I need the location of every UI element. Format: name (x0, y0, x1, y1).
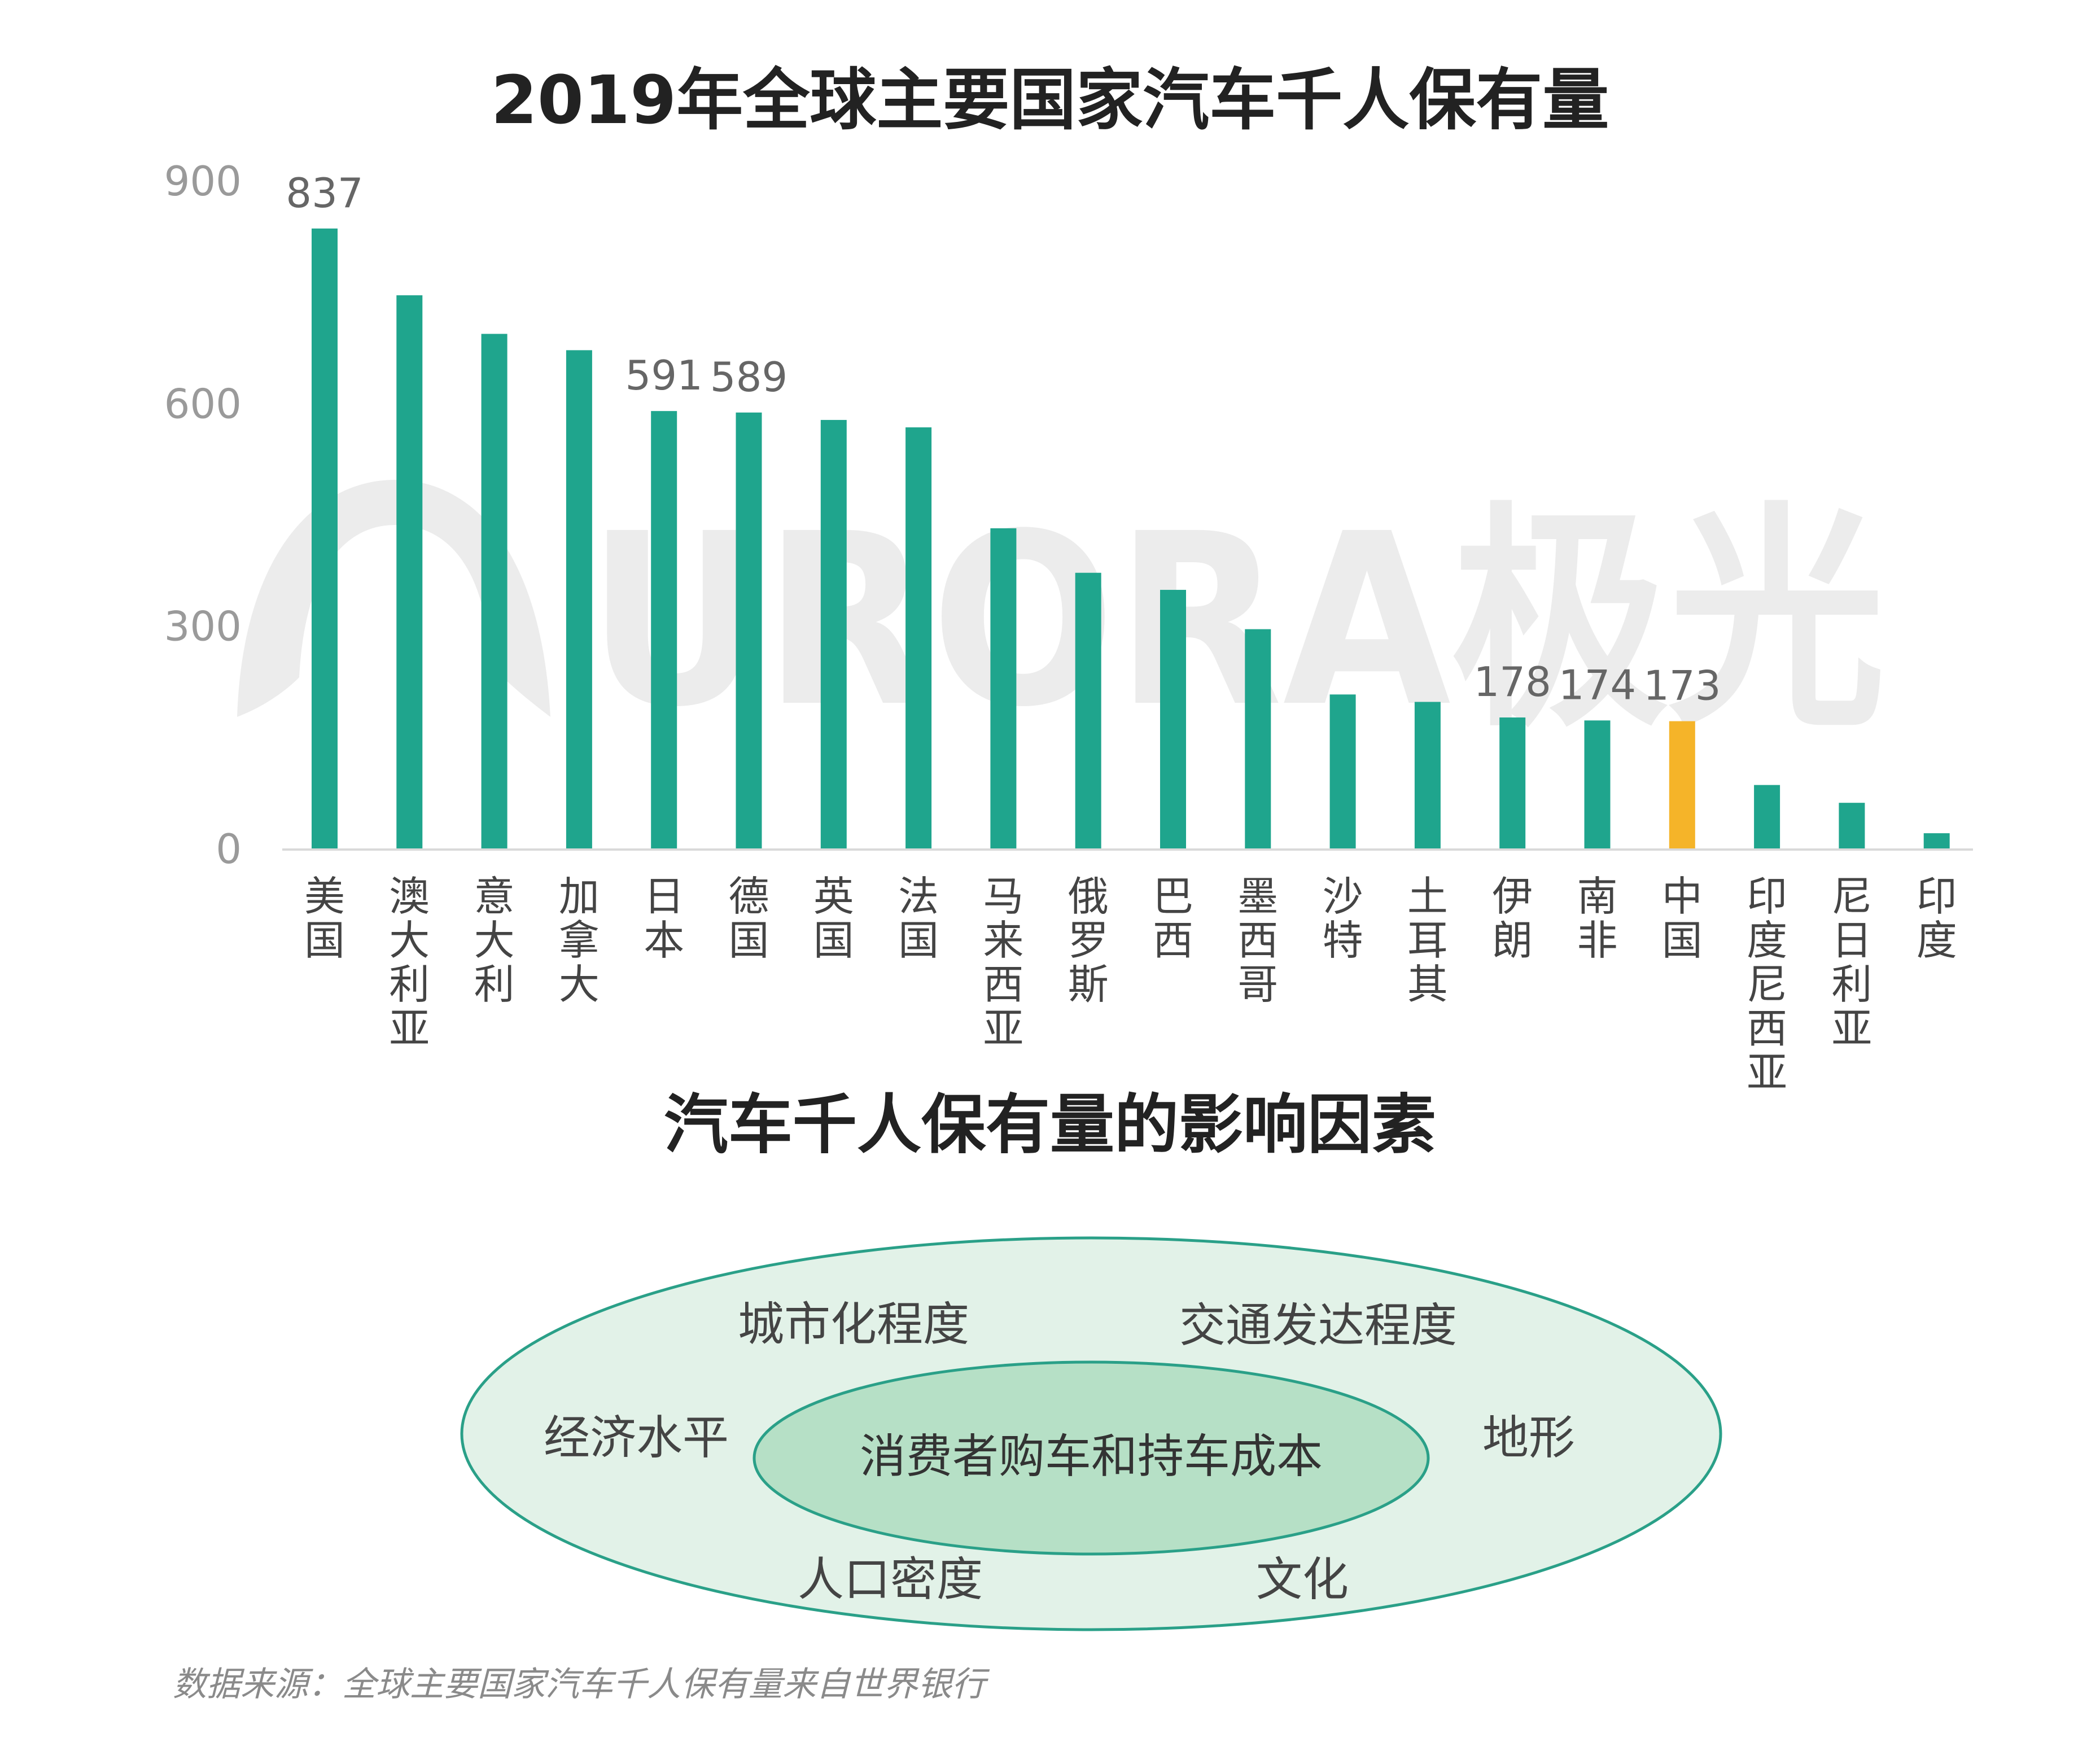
data-label: 173 (1643, 662, 1721, 710)
bar (1414, 702, 1441, 850)
category-label: 澳大利亚 (389, 873, 430, 1052)
category-label: 墨西哥 (1237, 873, 1278, 1008)
bar (905, 427, 932, 850)
bar (1839, 803, 1865, 850)
y-tick-label: 0 (216, 825, 242, 873)
category-label: 日本 (644, 873, 684, 964)
bar (312, 228, 338, 850)
category-label: 沙特 (1323, 873, 1363, 964)
data-label: 178 (1473, 658, 1551, 706)
bar (566, 350, 592, 850)
category-label: 意大利 (474, 873, 515, 1008)
category-label: 印度尼西亚 (1747, 873, 1787, 1096)
diagram-title: 汽车千人保有量的影响因素 (664, 1087, 1436, 1162)
chart-title: 2019年全球主要国家汽车千人保有量 (491, 61, 1609, 139)
category-label: 英国 (813, 873, 854, 964)
core-factor-label: 消费者购车和持车成本 (860, 1430, 1323, 1483)
data-label: 837 (286, 169, 363, 217)
factor-terrain: 地形 (1482, 1411, 1575, 1465)
y-tick-label: 300 (164, 603, 242, 650)
category-label: 法国 (898, 873, 939, 964)
category-label: 巴西 (1153, 873, 1193, 964)
y-axis: 0 300 600 900 (164, 157, 242, 873)
data-label: 174 (1559, 661, 1636, 708)
bar (736, 412, 762, 850)
bar-series (312, 228, 1950, 850)
bar (1160, 589, 1186, 850)
factor-culture: 文化 (1256, 1553, 1349, 1607)
factor-population-density: 人口密度 (798, 1553, 983, 1607)
bar (1499, 717, 1526, 850)
category-label: 尼日利亚 (1831, 873, 1872, 1052)
category-label: 俄罗斯 (1068, 873, 1109, 1008)
y-tick-label: 900 (164, 157, 242, 205)
source-note: 数据来源：全球主要国家汽车千人保有量来自世界银行 (173, 1665, 986, 1704)
bar (1923, 833, 1950, 850)
bar (1754, 785, 1780, 850)
factor-urbanization: 城市化程度 (738, 1298, 969, 1351)
bar (1075, 572, 1101, 850)
core-factor-ellipse (753, 1360, 1430, 1556)
category-label: 伊朗 (1492, 873, 1533, 964)
category-label: 马来西亚 (983, 873, 1023, 1052)
bar (481, 334, 508, 850)
bar (1669, 721, 1695, 850)
category-label: 中国 (1662, 873, 1703, 964)
factor-transport: 交通发达程度 (1179, 1299, 1457, 1353)
category-label: 德国 (728, 873, 769, 964)
category-label: 加拿大 (559, 873, 600, 1008)
bar (651, 411, 677, 850)
y-tick-label: 600 (164, 380, 242, 427)
svg-text:URORA极光: URORA极光 (587, 483, 1885, 759)
bar (990, 528, 1017, 850)
data-label: 591 (625, 352, 702, 399)
bar (1329, 694, 1356, 850)
data-label: 589 (710, 353, 788, 401)
factor-economy: 经济水平 (544, 1411, 729, 1465)
category-label: 南非 (1577, 873, 1617, 964)
bar (396, 295, 423, 850)
bar (1584, 720, 1611, 850)
category-label: 美国 (304, 873, 345, 964)
bar (820, 419, 847, 850)
aurora-watermark-logo: URORA极光 (237, 480, 1885, 759)
bar (1245, 629, 1271, 850)
data-labels: 837 591 589 178 174 173 (286, 169, 1721, 710)
category-label: 土耳其 (1407, 873, 1448, 1008)
category-label: 印度 (1917, 873, 1957, 964)
